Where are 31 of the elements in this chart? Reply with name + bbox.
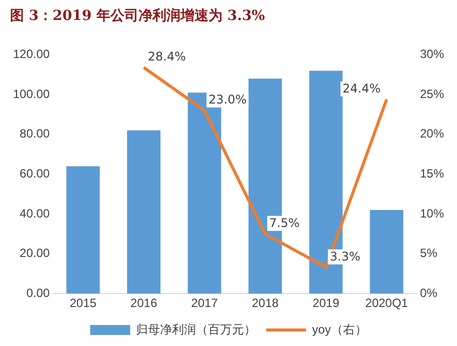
chart-title: 图 3：2019 年公司净利润增速为 3.3% xyxy=(10,7,265,24)
data-label: 24.4% xyxy=(342,82,381,96)
bar xyxy=(370,210,404,294)
y2-tick-label: 20% xyxy=(420,126,444,141)
y-tick-label: 60.00 xyxy=(20,166,50,181)
data-label: 3.3% xyxy=(330,249,360,264)
y-tick-label: 80.00 xyxy=(20,126,50,141)
bar xyxy=(66,166,100,294)
data-label: 7.5% xyxy=(269,216,300,230)
legend-label: 归母净利润（百万元） xyxy=(136,322,256,336)
x-tick-label: 2018 xyxy=(252,296,279,310)
data-label: 28.4% xyxy=(148,50,186,64)
bar xyxy=(127,130,160,294)
y-tick-label: 20.00 xyxy=(20,246,50,260)
y-tick-label: 100.00 xyxy=(13,86,50,101)
y2-tick-label: 10% xyxy=(420,206,444,220)
y2-tick-label: 30% xyxy=(420,47,444,62)
y-tick-label: 0.00 xyxy=(26,286,50,300)
y2-tick-label: 25% xyxy=(420,86,444,101)
y2-tick-label: 5% xyxy=(420,246,438,260)
data-label: 23.0% xyxy=(208,92,247,107)
y2-tick-label: 0% xyxy=(420,286,438,300)
x-tick-label: 2015 xyxy=(70,296,97,310)
y-tick-label: 120.00 xyxy=(13,47,50,62)
legend-label: yoy（右） xyxy=(312,322,367,336)
x-tick-label: 2019 xyxy=(312,296,340,310)
x-tick-label: 2017 xyxy=(191,296,218,310)
x-tick-label: 2016 xyxy=(130,296,158,310)
y-tick-label: 40.00 xyxy=(20,206,50,220)
y2-tick-label: 15% xyxy=(420,166,444,181)
x-tick-label: 2020Q1 xyxy=(365,296,408,310)
